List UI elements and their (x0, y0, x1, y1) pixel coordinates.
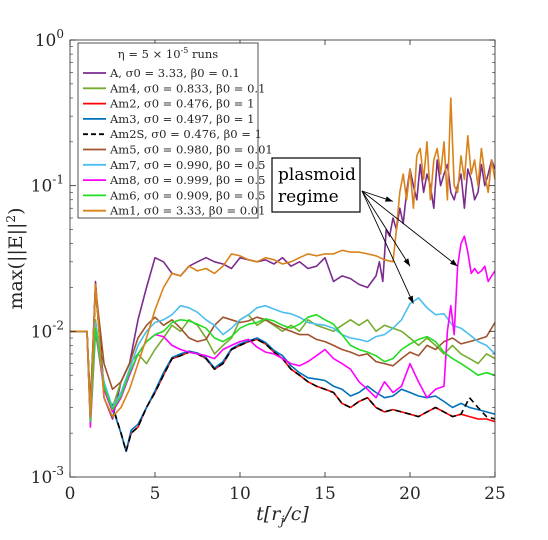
series-layer (70, 97, 495, 453)
annotation-text-line2: regime (278, 187, 339, 207)
annotation-text-line1: plasmoid (278, 165, 356, 185)
y-tick-label: 10-2 (31, 318, 64, 342)
x-tick-label: 20 (399, 484, 421, 504)
x-tick-label: 0 (65, 484, 76, 504)
annotation-arrowhead (450, 259, 458, 267)
annotation-arrowhead (385, 196, 393, 202)
legend-entry: Am2S, σ0 = 0.476, β0 = 1 (109, 127, 262, 141)
legend-entry: Am1, σ0 = 3.33, β0 = 0.01 (109, 204, 265, 218)
legend-title: η = 5 × 10-5 runs (118, 46, 218, 61)
legend-entry: Am8, σ0 = 0.999, β0 = 0.5 (109, 173, 265, 187)
legend-entry: Am4, σ0 = 0.833, β0 = 0.1 (109, 81, 265, 95)
annotation-box (271, 157, 361, 213)
annotation-arrow (361, 190, 411, 267)
series-line-am5 (70, 286, 495, 409)
legend-entry: Am6, σ0 = 0.909, β0 = 0.5 (109, 188, 265, 202)
axes-layer: 0 5 10 15 20 25 10-3 10-2 10-1 100 t[rj/c] max(||E|… (4, 27, 506, 529)
series-line-am1 (70, 97, 495, 418)
y-tick-label: 10-3 (31, 464, 64, 488)
annotation-arrow (361, 190, 414, 304)
axes-frame (69, 39, 496, 478)
series-line-am7 (70, 296, 495, 420)
x-tick-label: 10 (229, 484, 251, 504)
legend-entry: A, σ0 = 3.33, β0 = 0.1 (109, 66, 240, 80)
x-tick-label: 15 (314, 484, 336, 504)
legend-entry: Am2, σ0 = 0.476, β0 = 1 (109, 97, 254, 111)
annotation-arrowhead (403, 258, 410, 267)
legend-entry: Am5, σ0 = 0.980, β0 = 0.01 (109, 143, 273, 157)
legend-box (77, 42, 259, 219)
series-line-am6 (70, 313, 495, 423)
series-line-am3 (70, 286, 495, 453)
x-tick-label: 5 (150, 484, 161, 504)
y-tick-label: 100 (35, 27, 64, 51)
annotation-arrowhead (407, 295, 414, 304)
y-axis-label: max(||E||2) (4, 207, 27, 309)
legend-entry: Am3, σ0 = 0.497, β0 = 1 (109, 112, 254, 126)
y-tick-label: 10-1 (31, 173, 64, 197)
annotation-arrow (361, 190, 458, 267)
x-tick-label: 25 (484, 484, 506, 504)
legend-entry: Am7, σ0 = 0.990, β0 = 0.5 (109, 158, 265, 172)
series-line-a (70, 159, 495, 420)
x-axis-label: t[rj/c] (256, 503, 309, 529)
